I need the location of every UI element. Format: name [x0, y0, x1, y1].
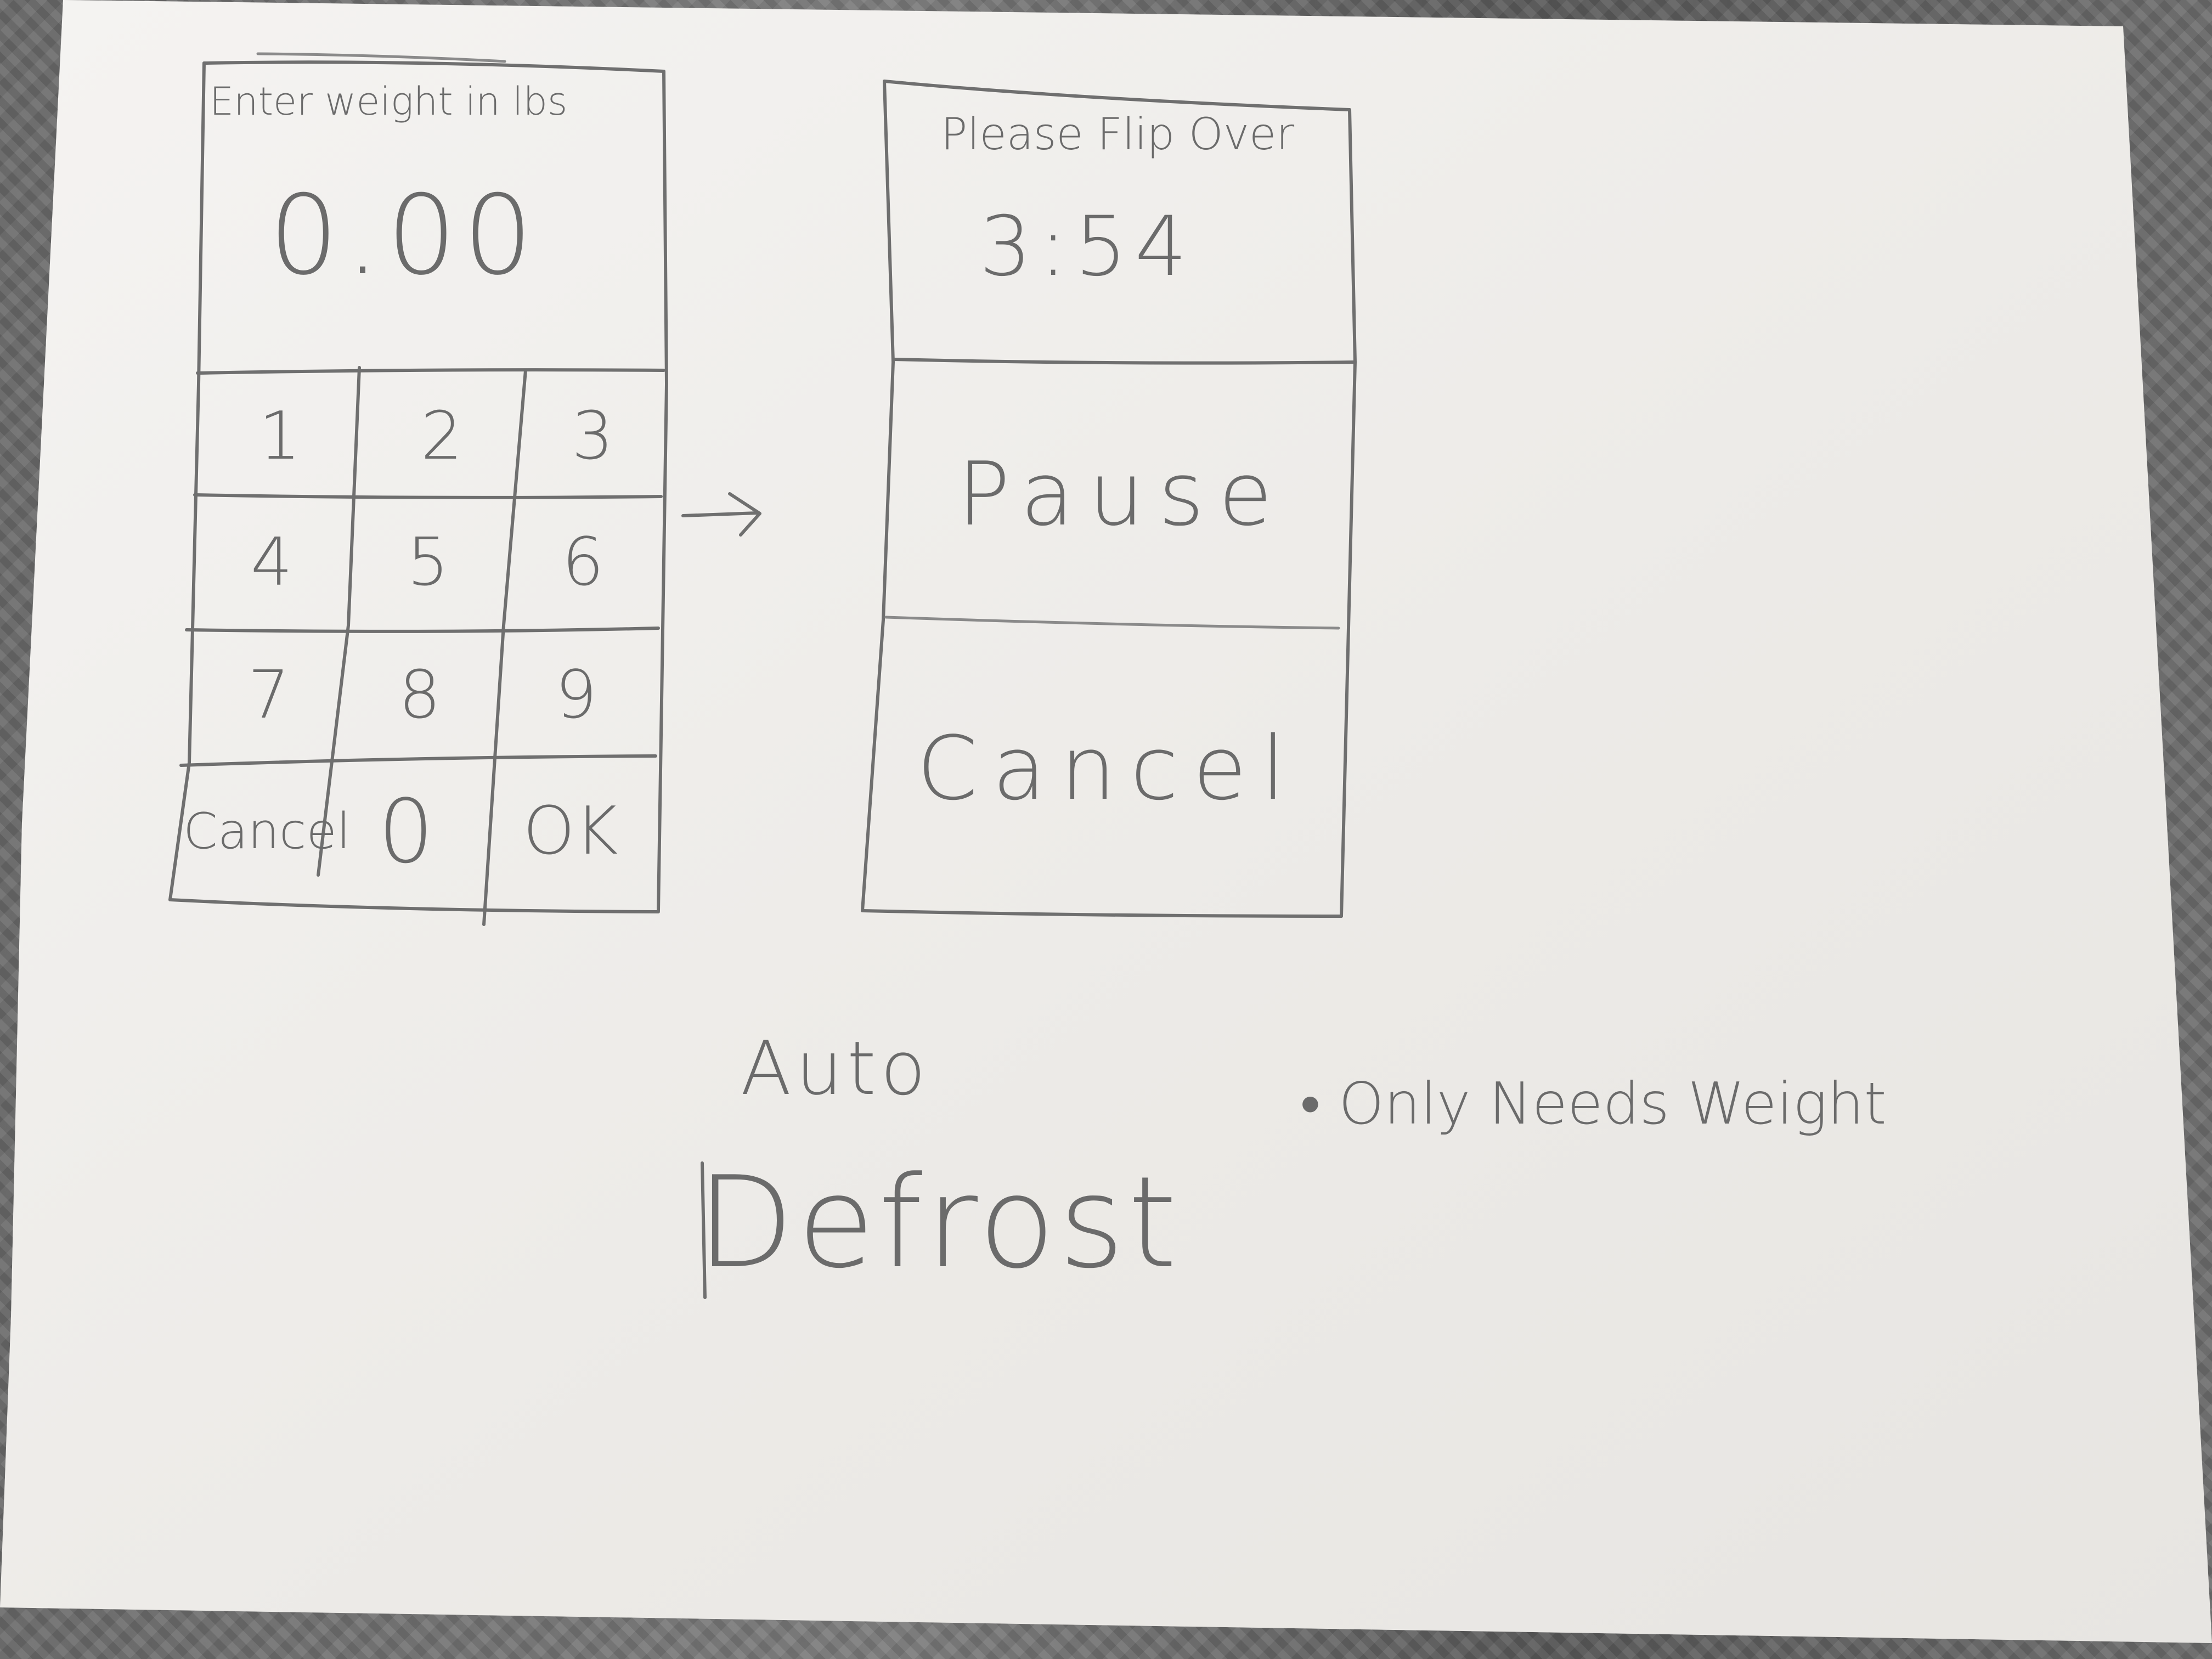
- caption-auto: Auto: [741, 1025, 930, 1111]
- flip-message: Please Flip Over: [941, 109, 1295, 160]
- keypad-cancel-button[interactable]: Cancel: [183, 802, 351, 860]
- arrow-icon: [681, 492, 761, 537]
- keypad-key-4[interactable]: 4: [250, 524, 293, 601]
- keypad-key-2[interactable]: 2: [420, 398, 463, 475]
- note-only-needs-weight: • Only Needs Weight: [1300, 1070, 1887, 1137]
- weight-prompt: Enter weight in lbs: [210, 79, 568, 124]
- countdown-timer: 3:54: [979, 199, 1195, 295]
- cancel-button[interactable]: Cancel: [916, 716, 1300, 820]
- keypad-key-3[interactable]: 3: [571, 398, 614, 475]
- keypad-key-0[interactable]: 0: [378, 780, 434, 883]
- screen2-frame-lines: [861, 80, 1357, 918]
- screen1-frame-lines: [168, 52, 668, 926]
- keypad-ok-button[interactable]: OK: [523, 793, 618, 870]
- caption-defrost: Defrost: [697, 1150, 1181, 1296]
- keypad-key-9[interactable]: 9: [555, 657, 597, 733]
- keypad-key-8[interactable]: 8: [398, 657, 441, 733]
- weight-display: 0.00: [269, 172, 540, 300]
- keypad-key-7[interactable]: 7: [247, 657, 290, 733]
- keypad-key-1[interactable]: 1: [258, 398, 301, 475]
- keypad-key-6[interactable]: 6: [562, 524, 604, 601]
- keypad-key-5[interactable]: 5: [407, 524, 449, 601]
- pause-button[interactable]: Pause: [957, 442, 1287, 545]
